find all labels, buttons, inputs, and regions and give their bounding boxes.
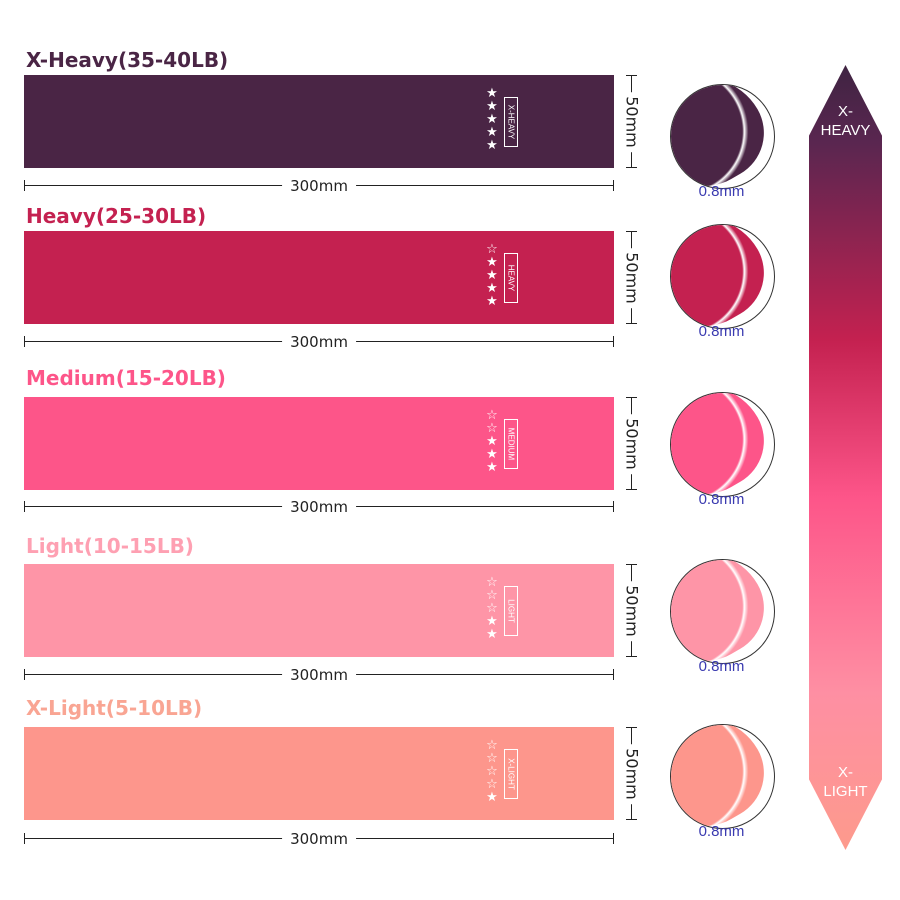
star-filled-icon: ★: [486, 447, 498, 462]
star-filled-icon: ★: [486, 281, 498, 296]
width-dimension: 50mm: [622, 75, 642, 168]
strength-stars: ☆ ☆ ★ ★ ★: [485, 409, 499, 474]
thickness-closeup: [670, 392, 775, 497]
arrow-bottom-label: X- LIGHT: [823, 764, 868, 800]
star-filled-icon: ★: [486, 112, 498, 127]
star-empty-icon: ☆: [486, 242, 498, 257]
star-filled-icon: ★: [486, 125, 498, 140]
star-filled-icon: ★: [486, 434, 498, 449]
strength-stars: ☆ ☆ ☆ ☆ ★: [485, 739, 499, 804]
star-filled-icon: ★: [486, 255, 498, 270]
length-dimension: 300mm: [24, 666, 614, 684]
star-empty-icon: ☆: [486, 588, 498, 603]
length-dimension: 300mm: [24, 498, 614, 516]
star-empty-icon: ☆: [486, 601, 498, 616]
star-filled-icon: ★: [486, 86, 498, 101]
star-filled-icon: ★: [486, 790, 498, 805]
thickness-closeup: [670, 224, 775, 329]
star-empty-icon: ☆: [486, 777, 498, 792]
arrow-top-label: X- HEAVY: [820, 103, 871, 139]
length-dimension: 300mm: [24, 830, 614, 848]
thickness-label: 0.8mm: [698, 823, 745, 840]
strength-stars: ☆ ★ ★ ★ ★: [485, 243, 499, 308]
star-filled-icon: ★: [486, 614, 498, 629]
star-empty-icon: ☆: [486, 408, 498, 423]
length-dimension: 300mm: [24, 333, 614, 351]
star-empty-icon: ☆: [486, 751, 498, 766]
band-tag: MEDIUM: [504, 419, 518, 469]
band: ☆ ☆ ☆ ★ ★ LIGHT: [24, 564, 614, 657]
band-title: Medium(15-20LB): [26, 366, 226, 390]
thickness-label: 0.8mm: [698, 658, 745, 675]
band-tag: LIGHT: [504, 586, 518, 636]
band-title: Heavy(25-30LB): [26, 204, 207, 228]
star-empty-icon: ☆: [486, 421, 498, 436]
width-dimension: 50mm: [622, 727, 642, 820]
star-empty-icon: ☆: [486, 738, 498, 753]
band-title: X-Heavy(35-40LB): [26, 48, 229, 72]
star-filled-icon: ★: [486, 138, 498, 153]
band: ★ ★ ★ ★ ★ X-HEAVY: [24, 75, 614, 168]
star-empty-icon: ☆: [486, 575, 498, 590]
band: ☆ ☆ ☆ ☆ ★ X-LIGHT: [24, 727, 614, 820]
thickness-label: 0.8mm: [698, 323, 745, 340]
band: ☆ ★ ★ ★ ★ HEAVY: [24, 231, 614, 324]
band: ☆ ☆ ★ ★ ★ MEDIUM: [24, 397, 614, 490]
star-filled-icon: ★: [486, 627, 498, 642]
star-filled-icon: ★: [486, 294, 498, 309]
band-tag: X-LIGHT: [504, 749, 518, 799]
thickness-label: 0.8mm: [698, 491, 745, 508]
strength-stars: ☆ ☆ ☆ ★ ★: [485, 576, 499, 641]
width-dimension: 50mm: [622, 564, 642, 657]
star-filled-icon: ★: [486, 99, 498, 114]
thickness-label: 0.8mm: [698, 183, 745, 200]
intensity-arrow: [809, 65, 882, 850]
star-filled-icon: ★: [486, 268, 498, 283]
length-dimension: 300mm: [24, 177, 614, 195]
star-empty-icon: ☆: [486, 764, 498, 779]
width-dimension: 50mm: [622, 231, 642, 324]
band-title: Light(10-15LB): [26, 534, 194, 558]
thickness-closeup: [670, 84, 775, 189]
width-dimension: 50mm: [622, 397, 642, 490]
band-tag: HEAVY: [504, 253, 518, 303]
thickness-closeup: [670, 559, 775, 664]
star-filled-icon: ★: [486, 460, 498, 475]
strength-stars: ★ ★ ★ ★ ★: [485, 87, 499, 152]
band-tag: X-HEAVY: [504, 97, 518, 147]
thickness-closeup: [670, 724, 775, 829]
band-title: X-Light(5-10LB): [26, 696, 203, 720]
